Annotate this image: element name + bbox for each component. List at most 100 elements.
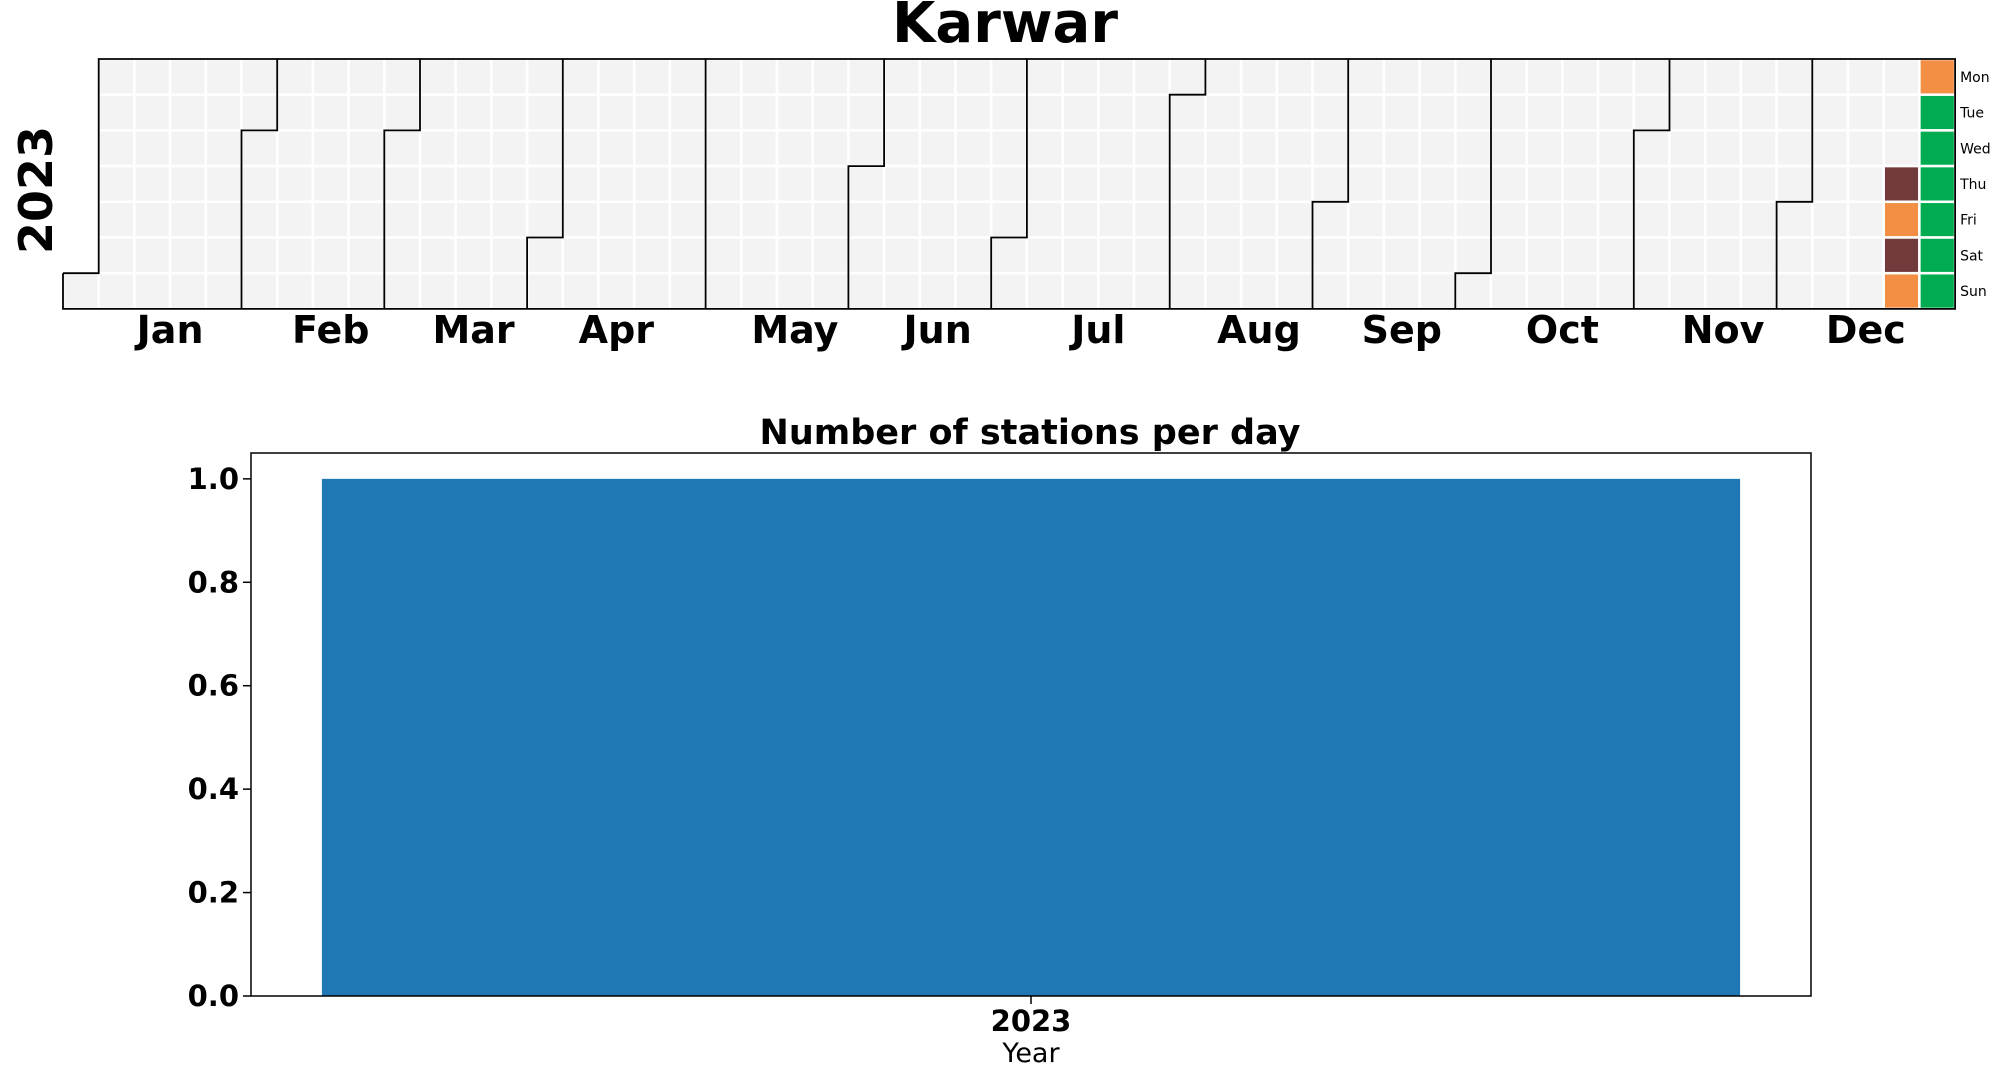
calendar-day-cell <box>525 271 565 311</box>
calendar-outline <box>62 58 1956 310</box>
calendar-day-cell <box>1346 129 1386 168</box>
calendar-day-cell <box>204 93 243 132</box>
calendar-day-cell <box>1061 271 1100 311</box>
calendar-day-cell <box>1918 236 1957 275</box>
calendar-day-cell <box>989 57 1029 96</box>
calendar-day-cell <box>490 200 529 239</box>
calendar-day-cell <box>847 129 886 168</box>
calendar-day-cell <box>383 93 422 132</box>
calendar-day-cell <box>597 93 636 132</box>
calendar-day-cell <box>490 93 529 132</box>
calendar-day-cell <box>1382 236 1421 275</box>
calendar-day-cell <box>1275 236 1314 275</box>
month-label: Feb <box>292 308 369 352</box>
calendar-day-cell <box>1025 236 1064 275</box>
month-boundary <box>1168 59 1207 309</box>
calendar-day-cell <box>418 200 457 239</box>
calendar-day-cell <box>347 271 386 311</box>
calendar-day-cell <box>1775 93 1814 132</box>
calendar-day-cell <box>490 236 529 275</box>
calendar-day-cell <box>1061 164 1100 204</box>
calendar-day-cell <box>1061 129 1100 168</box>
calendar-day-cell <box>1489 271 1528 311</box>
calendar-day-cell <box>1275 129 1314 168</box>
calendar-day-cell <box>811 164 850 204</box>
calendar-day-cell <box>1846 200 1885 239</box>
weekday-label: Sun <box>1960 284 1987 300</box>
y-tick-label: 1.0 <box>188 462 239 496</box>
calendar-day-cell <box>1525 200 1564 239</box>
calendar-day-cell <box>1346 236 1386 275</box>
calendar-day-cell <box>1882 236 1921 275</box>
bar-chart: Number of stations per day 0.00.20.40.60… <box>188 413 1812 1067</box>
calendar-day-cell <box>1311 93 1350 132</box>
calendar-day-cell <box>1061 236 1100 275</box>
calendar-day-cell <box>1418 271 1457 311</box>
calendar-day-cell <box>1418 93 1457 132</box>
calendar-day-cell <box>597 57 636 96</box>
calendar-day-cell <box>383 164 422 204</box>
calendar-day-cell <box>1811 57 1850 96</box>
bar <box>321 478 1741 996</box>
calendar-day-cell <box>240 236 279 275</box>
calendar-day-cell <box>704 57 743 96</box>
calendar-day-cell <box>1025 271 1064 311</box>
calendar-day-cell <box>882 164 922 204</box>
calendar-day-cell <box>668 236 707 275</box>
calendar-day-cell <box>275 93 315 132</box>
calendar-day-cell <box>882 200 922 239</box>
calendar-day-cell <box>668 271 707 311</box>
calendar-day-cell <box>204 129 243 168</box>
calendar-day-cell <box>1703 57 1743 96</box>
calendar-day-cell <box>1168 200 1207 239</box>
calendar-day-cell <box>1668 93 1707 132</box>
calendar-day-cell <box>133 93 172 132</box>
calendar-day-cell <box>1204 129 1243 168</box>
calendar-day-cell <box>1239 271 1279 311</box>
calendar-day-cell <box>1703 93 1743 132</box>
calendar-day-cell <box>1489 164 1528 204</box>
calendar-day-cell <box>1489 129 1528 168</box>
calendar-day-cell <box>1204 57 1243 96</box>
calendar-day-cell <box>97 236 136 275</box>
calendar-day-cell <box>1132 57 1171 96</box>
calendar-day-cell <box>1775 57 1814 96</box>
calendar-day-cell <box>1525 57 1564 96</box>
weekday-label: Mon <box>1960 70 1990 86</box>
calendar-day-cell <box>1025 200 1064 239</box>
y-axis: 0.0 0.2 0.4 0.6 0.8 1.0 <box>188 462 251 1013</box>
calendar-day-cell <box>775 164 814 204</box>
calendar-day-cell <box>775 129 814 168</box>
calendar-day-cell <box>383 129 422 168</box>
calendar-day-cell <box>561 200 600 239</box>
calendar-day-cell <box>347 200 386 239</box>
month-label: Nov <box>1682 308 1765 352</box>
calendar-day-cell <box>597 200 636 239</box>
calendar-day-cell <box>1775 129 1814 168</box>
calendar-day-cell <box>1596 129 1636 168</box>
calendar-day-cell <box>632 57 672 96</box>
calendar-day-cell <box>525 129 565 168</box>
calendar-day-cell <box>1739 129 1778 168</box>
calendar-day-cell <box>1596 200 1636 239</box>
calendar-day-cell <box>811 236 850 275</box>
calendar-day-cell <box>847 271 886 311</box>
calendar-day-cell <box>882 129 922 168</box>
calendar-day-cell <box>989 236 1029 275</box>
calendar-day-cell <box>1097 200 1136 239</box>
calendar-day-cell <box>311 271 350 311</box>
calendar-day-cell <box>1561 200 1600 239</box>
calendar-day-cell <box>1275 57 1314 96</box>
calendar-day-cell <box>811 271 850 311</box>
calendar-day-cell <box>847 200 886 239</box>
calendar-day-cell <box>1703 236 1743 275</box>
weekday-label: Tue <box>1959 106 1984 122</box>
calendar-day-cell <box>240 93 279 132</box>
calendar-day-cell <box>1239 129 1279 168</box>
calendar-day-cell <box>1561 271 1600 311</box>
calendar-day-cell <box>525 164 565 204</box>
calendar-day-cell <box>490 271 529 311</box>
calendar-day-cell <box>1918 93 1957 132</box>
calendar-day-cell <box>1775 236 1814 275</box>
